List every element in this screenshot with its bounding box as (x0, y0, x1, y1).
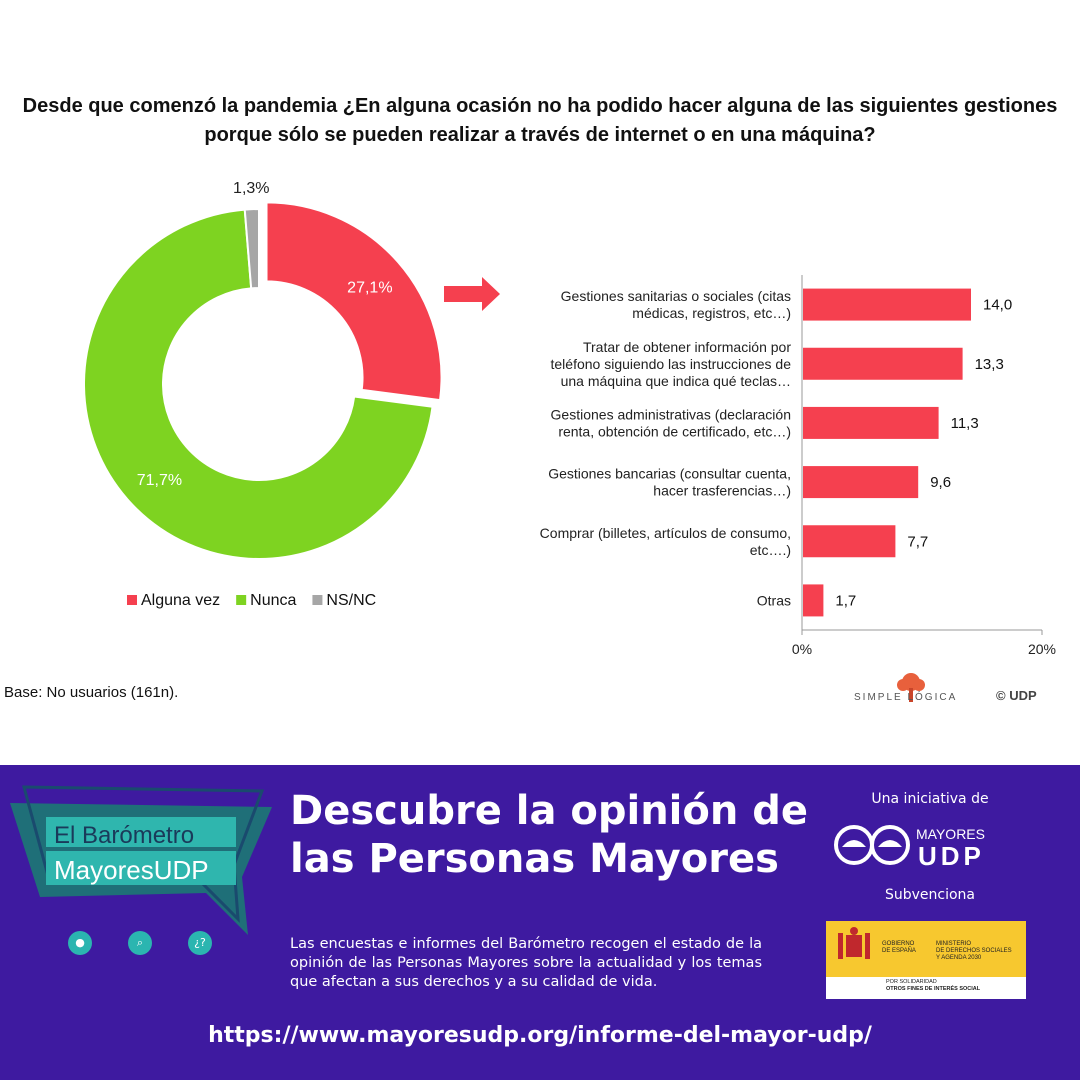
base-note: Base: No usuarios (161n). (4, 684, 179, 701)
simple-logica-logo: SIMPLE LÓGICA (852, 666, 992, 706)
bar-value-label: 1,7 (835, 592, 856, 609)
bar-category-label: Gestiones sanitarias o sociales (citas mé… (561, 288, 791, 321)
arrow-icon (444, 277, 500, 311)
donut-value-label: 27,1% (347, 280, 392, 297)
donut-slice-1 (83, 208, 434, 560)
svg-text:UDP: UDP (918, 841, 985, 869)
banner-paragraph: Las encuestas e informes del Barómetro r… (290, 936, 762, 990)
legend-label: Nunca (250, 592, 296, 609)
search-icon[interactable]: ⌕ (128, 931, 152, 955)
bar-value-label: 13,3 (975, 356, 1004, 373)
bar-category-label: Tratar de obtener información por teléfon… (551, 339, 792, 389)
subvenciona-label: Subvenciona (884, 887, 976, 903)
simple-logica-text: SIMPLE LÓGICA (854, 692, 958, 703)
donut-value-label: 71,7% (137, 472, 182, 489)
donut-slice-0 (265, 201, 443, 402)
question-icon[interactable]: ¿? (188, 931, 212, 955)
bar (803, 406, 939, 439)
bar (803, 525, 896, 558)
donut-legend: Alguna vez Nunca NS/NC (127, 592, 376, 609)
solidaridad-text: POR SOLIDARIDAD OTROS FINES DE INTERÉS SO… (886, 979, 981, 992)
mayores-udp-mark: MAYORES UDP (834, 825, 985, 871)
barometro-shape: El Barómetro MayoresUDP (10, 785, 272, 935)
bar-category-label: Gestiones bancarias (consultar cuenta, ha… (548, 466, 791, 499)
informe-link[interactable]: https://www.mayoresudp.org/informe-del-m… (208, 1023, 872, 1048)
bar (803, 466, 919, 499)
donut-slice-2 (243, 207, 260, 290)
banner-headline: Descubre la opinión de las Personas Mayo… (290, 788, 809, 882)
bar (803, 347, 963, 380)
mayores-udp-logo: MAYORES UDP (832, 821, 1007, 871)
bar-category-label: Otras (757, 592, 791, 608)
gobierno-text: GOBIERNO DE ESPAÑA (882, 941, 916, 954)
bar (803, 584, 824, 617)
bar-value-label: 11,3 (951, 415, 979, 432)
legend-label: Alguna vez (141, 592, 220, 609)
gobierno-logo: GOBIERNO DE ESPAÑA MINISTERIO DE DERECHOS … (826, 921, 1026, 999)
donut-chart: 27,1% 71,7% 1,3% (83, 180, 443, 560)
bar-category-label: Gestiones administrativas (declaración re… (551, 406, 791, 439)
bar (803, 288, 971, 321)
chart-area: Desde que comenzó la pandemia ¿En alguna… (4, 95, 1058, 706)
legend-label: NS/NC (326, 592, 376, 609)
bar-tick-label: 0% (792, 641, 812, 657)
iniciativa-label: Una iniciativa de (871, 791, 989, 807)
legend-swatch (236, 595, 247, 605)
bar-chart: 0% 20% 14,0 Gestiones sanitarias o sociales… (540, 275, 1056, 657)
coat-of-arms-icon (838, 927, 870, 959)
chart-canvas: 27,1% 71,7% 1,3% Alguna vez Nunca NS/NC 0% 20… (83, 180, 1056, 657)
bar-value-label: 9,6 (930, 474, 951, 491)
ministerio-text: MINISTERIO DE DERECHOS SOCIALES Y AGENDA 2… (936, 941, 1012, 961)
bar-tick-label: 20% (1028, 641, 1056, 657)
chart-title: Desde que comenzó la pandemia ¿En alguna… (22, 95, 1058, 146)
legend-swatch (127, 595, 137, 605)
svg-text:MayoresUDP: MayoresUDP (54, 855, 209, 885)
solidaridad-strip (826, 977, 1026, 999)
udp-copyright: © UDP (996, 688, 1037, 703)
donut-value-label: 1,3% (233, 180, 269, 197)
bar-value-label: 14,0 (983, 297, 1012, 314)
legend-swatch (312, 595, 323, 605)
tree-icon (897, 673, 925, 702)
barometro-logo: El Barómetro MayoresUDP (10, 785, 275, 935)
promo-banner: El Barómetro MayoresUDP ● ⌕ ¿? Descubre … (0, 765, 1080, 1080)
bar-value-label: 7,7 (907, 533, 928, 550)
svg-text:MAYORES: MAYORES (916, 826, 985, 842)
person-icon[interactable]: ● (68, 931, 92, 955)
svg-text:El Barómetro: El Barómetro (54, 822, 194, 849)
bar-category-label: Comprar (billetes, artículos de consumo,… (540, 525, 791, 558)
